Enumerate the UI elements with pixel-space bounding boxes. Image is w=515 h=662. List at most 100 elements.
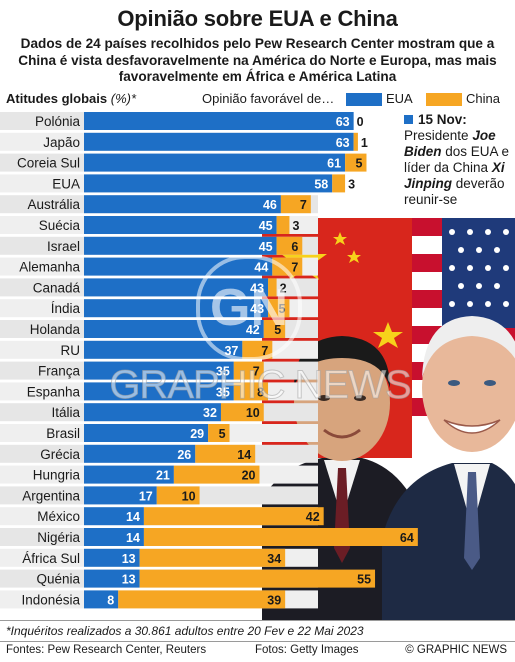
bar-china [208,424,230,442]
bar-china [156,486,200,505]
legend: Atitudes globais (%)* Opinião favorável … [6,91,506,109]
category-label: Japão [43,135,80,150]
bar-china [353,132,358,151]
bar-us [84,361,234,380]
annotation-date: 15 Nov: [418,112,467,127]
data-label-china: 7 [253,365,260,379]
bar-china [276,236,303,255]
legend-measure: Atitudes globais [6,91,108,106]
data-label-us: 26 [177,448,191,462]
data-label-us: 63 [336,115,350,129]
category-label: África Sul [22,551,80,566]
us-flag-stars [449,229,509,307]
category-label: Alemanha [19,260,80,275]
joe-biden-figure [382,316,515,620]
bar-china [143,507,324,526]
data-label-us: 13 [122,552,136,566]
flag-star-small [333,232,347,245]
category-label: França [38,364,81,379]
legend-left-label: Atitudes globais (%)* [6,91,136,106]
legend-swatch-china [426,93,462,106]
data-label-china: 14 [237,448,251,462]
data-label-us: 8 [107,593,114,607]
data-label-china: 5 [219,427,226,441]
bar-us [84,528,144,546]
data-label-china: 64 [400,531,414,545]
annotation-marker [404,115,413,124]
bar-china [143,528,418,546]
us-flag-canton [442,218,515,328]
legend-mid-label: Opinião favorável de… [202,91,335,106]
legend-unit: (%)* [110,91,137,106]
category-label: Itália [51,405,80,420]
data-label-us: 45 [259,240,273,254]
annotation-box: 15 Nov: Presidente Joe Biden dos EUA e l… [404,112,512,208]
data-label-china: 3 [348,177,355,191]
data-label-us: 35 [216,365,230,379]
annotation-text-c: deverão reunir-se [404,176,505,207]
data-label-china: 10 [182,489,196,503]
category-label: Grécia [40,447,80,462]
chart-subtitle: Dados de 24 países recolhidos pelo Pew R… [18,36,497,84]
bar-us [84,132,354,151]
category-label: Holanda [30,322,81,337]
data-label-us: 58 [314,177,328,191]
flag-star-medium [373,322,403,348]
category-label: EUA [52,176,80,191]
bar-us [84,403,221,422]
category-label: Coreia Sul [17,156,80,171]
data-label-china: 5 [356,157,363,171]
bar-china [280,195,311,214]
copyright: © GRAPHIC NEWS [405,644,507,656]
data-label-us: 14 [126,510,140,524]
graphic-news-text-watermark: GRAPHIC NEWS [109,363,412,408]
chart-title: Opinião sobre EUA e China [117,6,398,31]
bar-china [233,382,269,401]
annotation-name-b: Xi Jinping [404,160,505,191]
bar-china [118,590,286,609]
data-label-china: 5 [278,302,285,316]
annotation-text-b: dos EUA e líder da China [404,144,510,175]
data-label-us: 35 [216,385,230,399]
bar-us [84,236,277,255]
data-label-us: 17 [139,489,153,503]
category-label: Brasil [46,426,80,441]
category-label: Índia [51,301,81,316]
bar-us [84,340,243,359]
data-label-china: 20 [242,469,256,483]
bar-us [84,590,119,609]
bar-china [220,403,264,422]
data-label-us: 46 [263,198,277,212]
category-label: Quénia [36,572,80,587]
category-label: Argentina [22,488,80,503]
data-label-china: 8 [257,385,264,399]
footnote: *Inquéritos realizados a 30.861 adultos … [6,624,364,638]
data-label-china: 0 [357,115,364,129]
bar-china [345,153,367,172]
bar-us [84,153,346,172]
data-label-china: 42 [306,510,320,524]
graphic-news-logo-watermark: GN [196,255,302,361]
category-label: Canadá [33,280,81,295]
bar-china [276,216,290,234]
photo-credit: Fotos: Getty Images [255,644,359,656]
annotation-text-a: Presidente [404,128,469,143]
bar-us [84,382,234,401]
bar-us [84,465,174,484]
data-label-china: 3 [292,219,299,233]
data-label-us: 45 [259,219,273,233]
data-label-china: 39 [267,593,281,607]
data-label-us: 63 [336,136,350,150]
category-label: México [37,509,80,524]
category-label: Nigéria [37,530,80,545]
category-label: Indonésia [21,592,80,607]
bar-china [173,465,260,484]
bar-us [84,112,354,130]
bar-us [84,548,140,567]
data-label-china: 55 [357,573,371,587]
category-label: Polónia [35,114,81,129]
data-label-us: 13 [122,573,136,587]
divider [0,620,515,621]
bar-us [84,507,144,526]
category-label: Israel [47,239,80,254]
